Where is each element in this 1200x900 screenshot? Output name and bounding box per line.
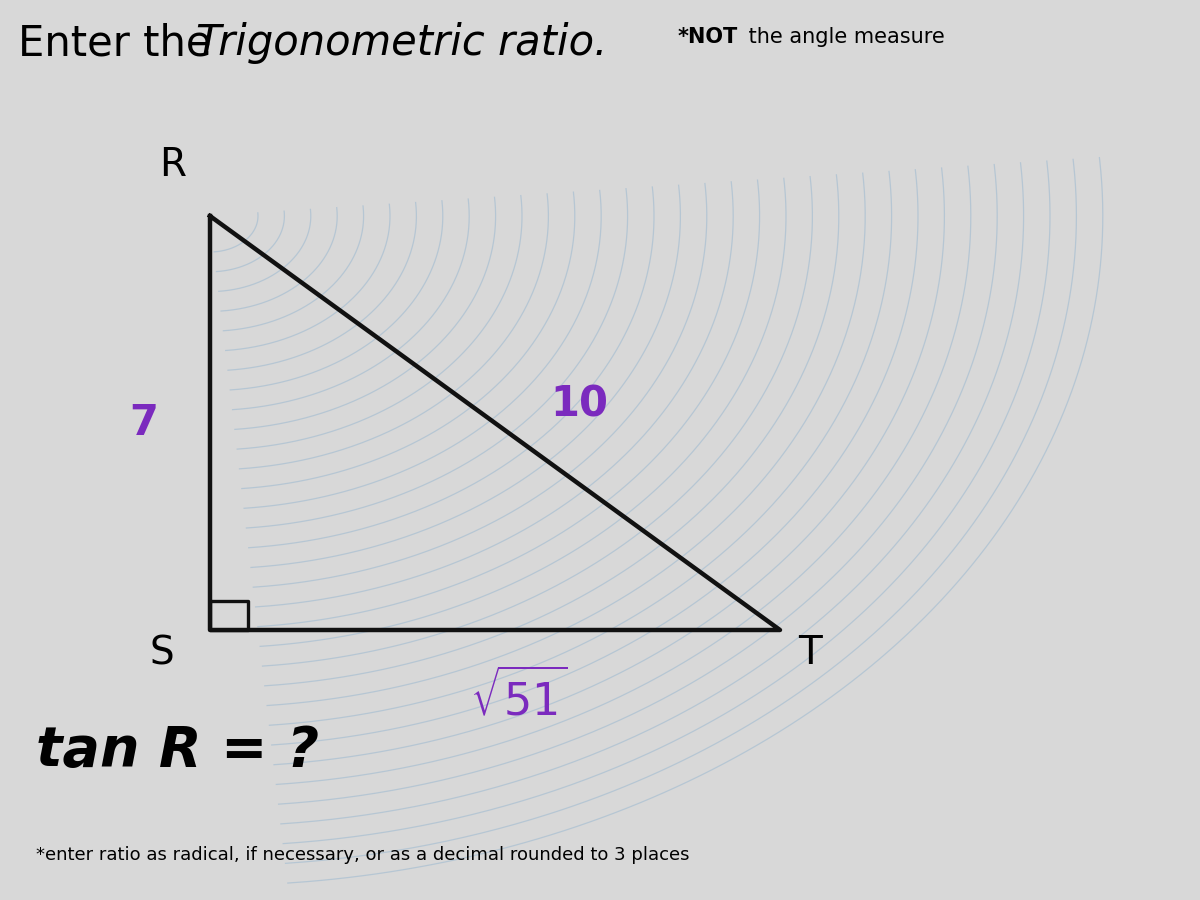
Text: $\sqrt{51}$: $\sqrt{51}$ (470, 670, 568, 725)
Text: 10: 10 (550, 384, 608, 426)
Text: tan R = ?: tan R = ? (36, 724, 319, 778)
Text: the angle measure: the angle measure (742, 27, 944, 47)
Text: Enter the: Enter the (18, 22, 224, 65)
Text: *enter ratio as radical, if necessary, or as a decimal rounded to 3 places: *enter ratio as radical, if necessary, o… (36, 846, 690, 864)
Text: Trigonometric ratio.: Trigonometric ratio. (196, 22, 607, 65)
Text: 7: 7 (130, 402, 158, 444)
Text: S: S (149, 634, 174, 672)
Text: R: R (158, 147, 186, 184)
Text: T: T (798, 634, 822, 672)
Text: *NOT: *NOT (678, 27, 738, 47)
